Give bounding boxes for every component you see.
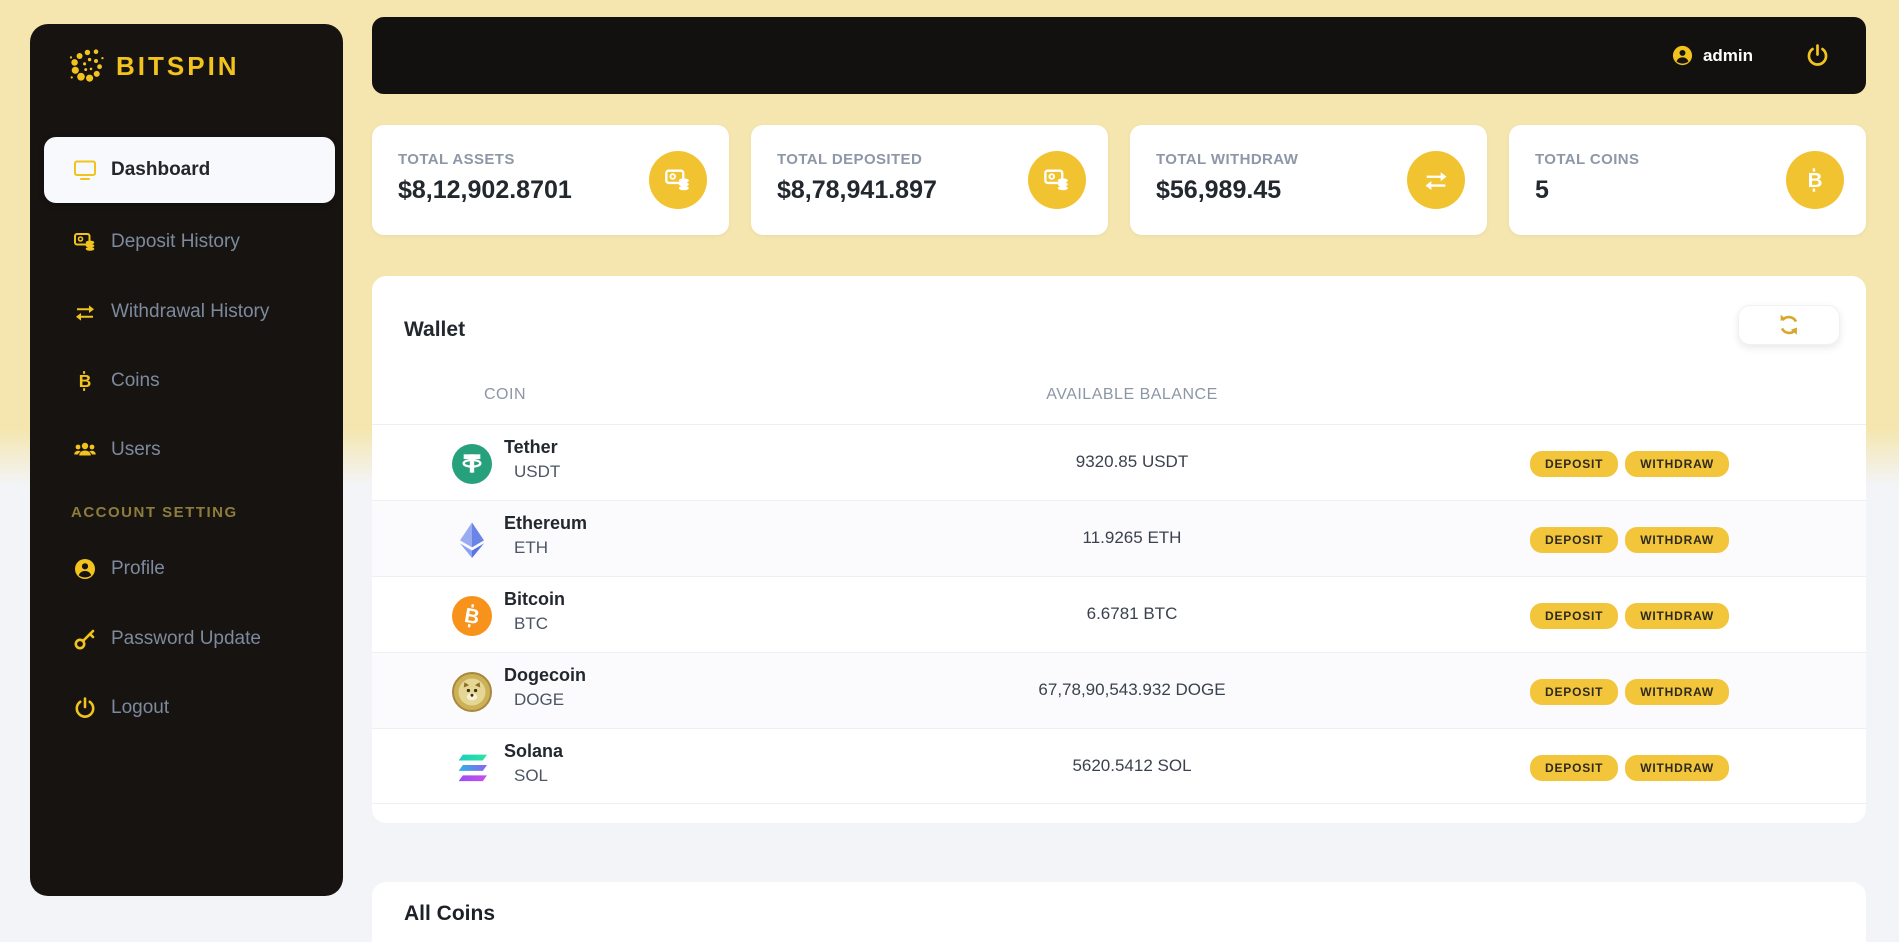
sidebar-item-deposit-history[interactable]: Deposit History [30, 218, 343, 266]
coin-name: Bitcoin [504, 589, 565, 609]
deposit-button[interactable]: DEPOSIT [1530, 679, 1619, 705]
sidebar-item-label: Users [111, 439, 161, 460]
solana-logo [452, 748, 492, 788]
brand-name: BITSPIN [116, 50, 240, 81]
all-coins-panel: All Coins [372, 882, 1866, 942]
monitor-icon [73, 158, 97, 182]
sidebar-item-logout[interactable]: Logout [30, 684, 343, 732]
coin-symbol: BTC [514, 614, 548, 633]
tether-logo [452, 444, 492, 484]
top-header-bar: admin [372, 17, 1866, 94]
transfer-icon [1407, 151, 1465, 209]
withdraw-button[interactable]: WITHDRAW [1625, 603, 1729, 629]
wallet-table-header: COIN AVAILABLE BALANCE [372, 372, 1866, 424]
coin-symbol: DOGE [514, 690, 565, 709]
stat-card-total-withdraw: TOTAL WITHDRAW $56,989.45 [1130, 125, 1487, 235]
sidebar-item-dashboard[interactable]: Dashboard [44, 137, 335, 203]
dogecoin-logo [452, 672, 492, 712]
coin-name: Dogecoin [504, 665, 587, 685]
admin-user-menu[interactable]: admin [1671, 44, 1753, 67]
coin-name: Solana [504, 741, 564, 761]
sidebar-item-coins[interactable]: Coins [30, 357, 343, 405]
coin-name: Tether [504, 437, 558, 457]
sidebar-item-profile[interactable]: Profile [30, 545, 343, 593]
deposit-button[interactable]: DEPOSIT [1530, 755, 1619, 781]
bitcoin-icon [73, 369, 97, 393]
withdraw-button[interactable]: WITHDRAW [1625, 679, 1729, 705]
power-icon [73, 696, 97, 720]
coin-balance: 9320.85 USDT [1075, 452, 1189, 471]
stat-card-total-coins: TOTAL COINS 5 [1509, 125, 1866, 235]
stat-card-total-deposited: TOTAL DEPOSITED $8,78,941.897 [751, 125, 1108, 235]
table-row-tether: Tether USDT 9320.85 USDT DEPOSIT WITHDRA… [372, 424, 1866, 500]
deposit-icon [1028, 151, 1086, 209]
column-header-balance: AVAILABLE BALANCE [1046, 386, 1218, 403]
sidebar-item-label: Logout [111, 697, 170, 718]
table-row-dogecoin: Dogecoin DOGE 67,78,90,543.932 DOGE DEPO… [372, 652, 1866, 728]
coin-balance: 6.6781 BTC [1086, 604, 1178, 623]
stat-card-total-assets: TOTAL ASSETS $8,12,902.8701 [372, 125, 729, 235]
stats-row: TOTAL ASSETS $8,12,902.8701 TOTAL DEPOSI… [372, 125, 1866, 235]
transfer-icon [73, 300, 97, 324]
stat-label: TOTAL DEPOSITED [777, 151, 923, 168]
deposit-icon [649, 151, 707, 209]
table-row-solana: Solana SOL 5620.5412 SOL DEPOSIT WITHDRA… [372, 728, 1866, 804]
ethereum-logo [452, 520, 492, 560]
brand-logo: BITSPIN [66, 46, 240, 86]
users-icon [73, 438, 97, 462]
username-label: admin [1702, 45, 1753, 65]
all-coins-title: All Coins [404, 902, 496, 925]
stat-label: TOTAL WITHDRAW [1156, 151, 1299, 168]
user-circle-icon [1672, 45, 1693, 66]
bitcoin-logo [452, 596, 492, 636]
coin-balance: 11.9265 ETH [1082, 528, 1182, 547]
logout-power-button[interactable] [1805, 43, 1830, 68]
coin-symbol: USDT [514, 462, 561, 481]
sidebar-item-label: Profile [111, 558, 165, 579]
sidebar-item-label: Password Update [111, 628, 261, 649]
deposit-button[interactable]: DEPOSIT [1530, 527, 1619, 553]
stat-value: 5 [1535, 176, 1549, 204]
withdraw-button[interactable]: WITHDRAW [1625, 527, 1729, 553]
sidebar-item-users[interactable]: Users [30, 426, 343, 474]
refresh-button[interactable] [1738, 305, 1840, 345]
sidebar-item-label: Dashboard [111, 159, 211, 180]
sidebar-item-withdrawal-history[interactable]: Withdrawal History [30, 288, 343, 336]
coin-balance: 67,78,90,543.932 DOGE [1038, 680, 1226, 699]
stat-value: $8,12,902.8701 [398, 176, 572, 204]
stat-label: TOTAL ASSETS [398, 151, 515, 168]
refresh-icon [1779, 313, 1799, 337]
coin-symbol: SOL [514, 766, 549, 785]
sidebar-item-label: Coins [111, 370, 160, 391]
bitspin-spiral-icon [69, 49, 104, 82]
wallet-title: Wallet [404, 318, 466, 341]
stat-value: $8,78,941.897 [777, 176, 937, 204]
deposit-button[interactable]: DEPOSIT [1530, 603, 1619, 629]
sidebar-item-label: Deposit History [111, 231, 240, 252]
user-circle-icon [73, 557, 97, 581]
column-header-coin: COIN [484, 386, 526, 403]
coin-balance: 5620.5412 SOL [1072, 756, 1192, 775]
deposit-button[interactable]: DEPOSIT [1530, 451, 1619, 477]
account-setting-section-label: ACCOUNT SETTING [71, 504, 238, 521]
sidebar-item-label: Withdrawal History [111, 301, 270, 322]
coin-name: Ethereum [504, 513, 588, 533]
table-row-ethereum: Ethereum ETH 11.9265 ETH DEPOSIT WITHDRA… [372, 500, 1866, 576]
table-row-bitcoin: Bitcoin BTC 6.6781 BTC DEPOSIT WITHDRAW [372, 576, 1866, 652]
withdraw-button[interactable]: WITHDRAW [1625, 755, 1729, 781]
bitcoin-icon [1786, 151, 1844, 209]
key-icon [73, 627, 97, 651]
withdraw-button[interactable]: WITHDRAW [1625, 451, 1729, 477]
stat-label: TOTAL COINS [1535, 151, 1640, 168]
wallet-table-body: Tether USDT 9320.85 USDT DEPOSIT WITHDRA… [372, 424, 1866, 804]
sidebar-item-password-update[interactable]: Password Update [30, 615, 343, 663]
deposit-icon [73, 230, 97, 254]
wallet-panel: Wallet COIN AVAILABLE BALANCE Tether USD… [372, 276, 1866, 823]
sidebar: BITSPIN Dashboard Deposit History Withdr… [30, 24, 343, 896]
stat-value: $56,989.45 [1156, 176, 1282, 204]
coin-symbol: ETH [514, 538, 548, 557]
